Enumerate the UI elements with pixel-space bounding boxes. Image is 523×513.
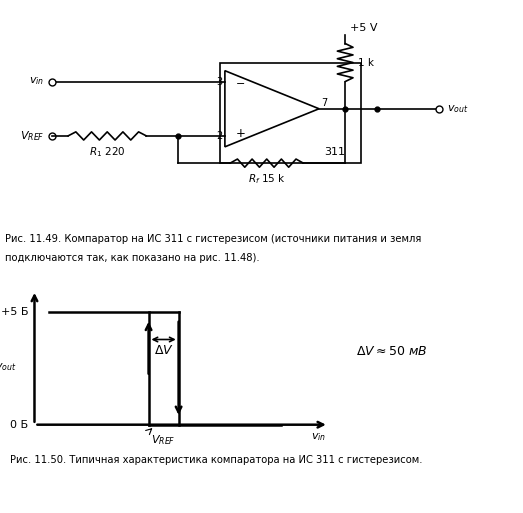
Text: $v_{out}$: $v_{out}$ [0, 361, 16, 373]
Text: $R_1$ 220: $R_1$ 220 [89, 146, 126, 159]
Text: $v_{in}$: $v_{in}$ [29, 75, 44, 88]
Text: $\Delta V$: $\Delta V$ [154, 344, 174, 357]
Text: 3: 3 [216, 76, 222, 87]
Text: 1 k: 1 k [358, 57, 374, 68]
Text: 2: 2 [216, 131, 222, 141]
Text: Рис. 11.50. Типичная характеристика компаратора на ИС 311 с гистерезисом.: Рис. 11.50. Типичная характеристика комп… [10, 456, 423, 465]
Text: $R_f$ 15 k: $R_f$ 15 k [248, 173, 286, 186]
Text: подключаются так, как показано на рис. 11.48).: подключаются так, как показано на рис. 1… [5, 253, 260, 263]
Text: 311: 311 [324, 147, 345, 157]
Text: $V_{REF}$: $V_{REF}$ [20, 129, 44, 143]
Text: +5 Б: +5 Б [1, 307, 28, 317]
Text: $v_{in}$: $v_{in}$ [311, 431, 326, 443]
Bar [220, 63, 361, 163]
Text: Рис. 11.49. Компаратор на ИС 311 с гистерезисом (источники питания и земля: Рис. 11.49. Компаратор на ИС 311 с гисте… [5, 234, 422, 244]
Text: $v_{out}$: $v_{out}$ [447, 103, 469, 115]
Text: +: + [235, 127, 245, 140]
Text: $\Delta V \approx 50$ мВ: $\Delta V \approx 50$ мВ [356, 345, 427, 359]
Text: +5 V: +5 V [350, 23, 378, 33]
Text: $V_{REF}$: $V_{REF}$ [151, 433, 176, 447]
Text: −: − [235, 80, 245, 89]
Text: 7: 7 [322, 98, 328, 108]
Text: 0 Б: 0 Б [10, 420, 28, 430]
